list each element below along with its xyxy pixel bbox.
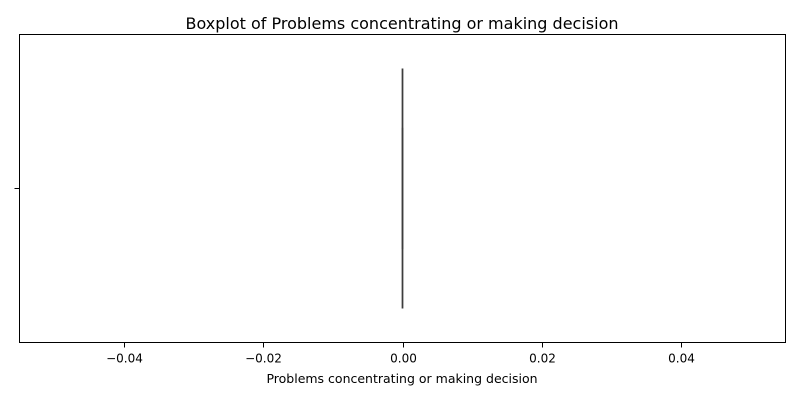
x-axis-ticks: −0.04 −0.02 0.00 0.02 0.04 — [106, 342, 695, 366]
x-tick-label: −0.04 — [106, 352, 143, 366]
x-tick-label: 0.02 — [529, 352, 556, 366]
x-tick-label: −0.02 — [245, 352, 282, 366]
x-tick-label: 0.00 — [390, 352, 417, 366]
x-tick-label: 0.04 — [668, 352, 695, 366]
chart-title: Boxplot of Problems concentrating or mak… — [186, 14, 619, 33]
x-axis-label: Problems concentrating or making decisio… — [266, 371, 537, 386]
